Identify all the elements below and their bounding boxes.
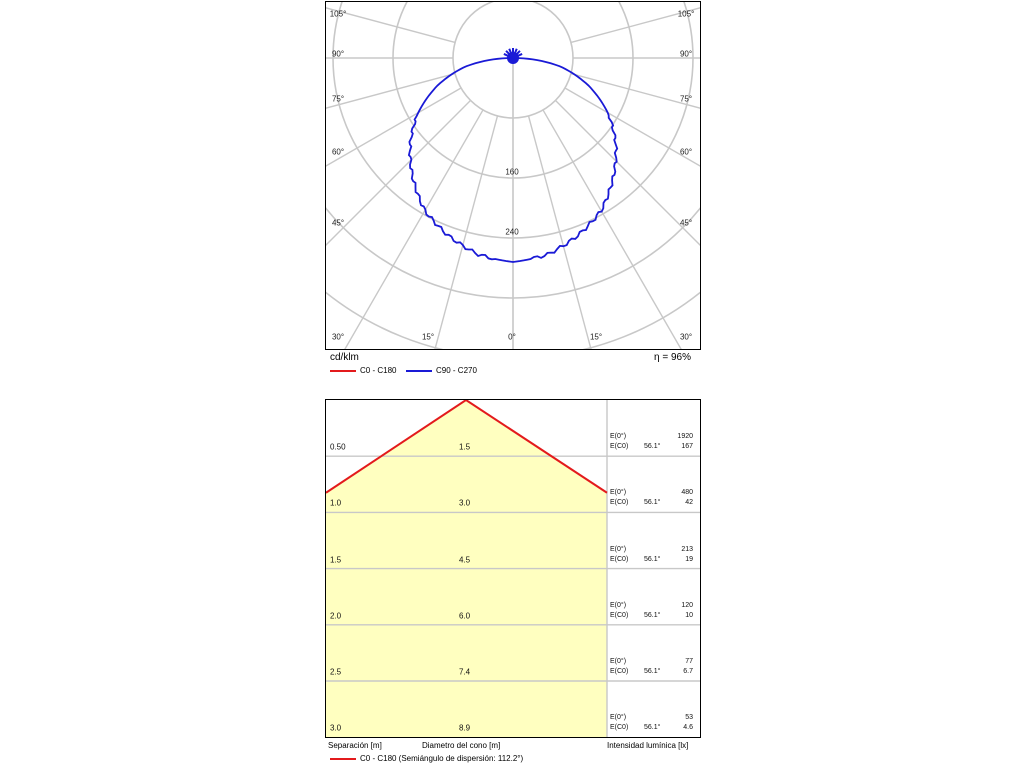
angle-label-left: 90° <box>331 49 345 59</box>
cone-edge-left <box>326 400 467 494</box>
ec0-value: 42 <box>685 499 693 507</box>
ec0-label: E(C0) <box>610 668 629 675</box>
ec0-label: E(C0) <box>610 443 629 451</box>
angle-label-right: 60° <box>679 147 693 157</box>
e0-label: E(0°) <box>610 714 627 722</box>
cone-svg <box>326 400 700 737</box>
cone-legend-label: C0 - C180 (Semiángulo de dispersión: 112… <box>360 754 524 763</box>
angle-label-right: 45° <box>679 218 693 228</box>
separation-value: 1.0 <box>330 498 342 508</box>
ec0-value: 4.6 <box>683 724 693 732</box>
separation-header: Separación [m] <box>328 741 382 750</box>
cone-legend: C0 - C180 (Semiángulo de dispersión: 112… <box>330 754 523 763</box>
legend-line-red <box>330 369 356 372</box>
ec0-value: 167 <box>681 443 693 451</box>
cone-legend-line <box>330 757 356 760</box>
diameter-header: Diametro del cono [m] <box>422 741 501 750</box>
polar-spoke <box>570 7 700 44</box>
angle-label-bottom: 0° <box>508 332 516 342</box>
ec0-label: E(C0) <box>610 555 629 563</box>
diameter-value: 1.5 <box>459 442 471 452</box>
ec0-value: 19 <box>685 555 693 563</box>
angle-label-right: 90° <box>679 49 693 59</box>
luminaire-ray <box>512 53 523 59</box>
diameter-value: 4.5 <box>459 555 471 565</box>
ec0-label: E(C0) <box>610 611 629 619</box>
ec0-angle: 56.1° <box>644 555 661 563</box>
polar-spoke <box>344 109 484 349</box>
polar-spoke <box>326 87 462 167</box>
e0-value: 480 <box>681 489 693 497</box>
polar-spoke <box>434 115 499 349</box>
polar-spoke <box>554 99 700 246</box>
ec0-angle: 56.1° <box>644 443 661 451</box>
diameter-value: 6.0 <box>459 611 471 621</box>
ec0-angle: 56.1° <box>644 499 661 507</box>
cone-edge-right <box>465 400 608 494</box>
cone-diagram <box>325 399 701 738</box>
angle-label-right: 75° <box>679 94 693 104</box>
separation-value: 2.0 <box>330 611 342 621</box>
ec0-label: E(C0) <box>610 724 629 732</box>
angle-label-left: 30° <box>331 332 345 342</box>
separation-value: 2.5 <box>330 667 342 677</box>
angle-label-left: 75° <box>331 94 345 104</box>
polar-spoke <box>527 115 592 349</box>
e0-value: 1920 <box>677 433 693 441</box>
angle-label-bottom: 15° <box>589 332 603 342</box>
polar-spoke <box>542 109 682 349</box>
e0-value: 120 <box>681 601 693 609</box>
e0-label: E(0°) <box>610 489 627 497</box>
ec0-angle: 56.1° <box>644 724 661 732</box>
polar-spoke <box>326 72 456 109</box>
e0-value: 213 <box>681 545 693 553</box>
diameter-value: 3.0 <box>459 498 471 508</box>
legend-c0-c180: C0 - C180 <box>330 366 396 375</box>
e0-value: 77 <box>685 658 693 665</box>
separation-value: 3.0 <box>330 723 342 733</box>
angle-label-right: 105° <box>677 9 695 19</box>
efficiency-label: η = 96% <box>654 352 691 363</box>
separation-value: 0.50 <box>330 442 346 452</box>
polar-spoke <box>326 99 472 246</box>
e0-label: E(0°) <box>610 658 627 665</box>
angle-label-right: 30° <box>679 332 693 342</box>
diameter-value: 7.4 <box>459 667 471 677</box>
angle-label-bottom: 15° <box>421 332 435 342</box>
legend-line-blue <box>406 369 432 372</box>
legend-label-c90: C90 - C270 <box>436 366 477 375</box>
series-c90-c270-curve <box>407 57 619 263</box>
angle-label-left: 60° <box>331 147 345 157</box>
e0-value: 53 <box>685 714 693 722</box>
polar-svg <box>326 2 700 349</box>
ring-label: 160 <box>505 167 519 177</box>
e0-label: E(0°) <box>610 545 627 553</box>
legend-c90-c270: C90 - C270 <box>406 366 477 375</box>
angle-label-left: 105° <box>329 9 347 19</box>
polar-spoke <box>564 87 700 167</box>
angle-label-left: 45° <box>331 218 345 228</box>
polar-diagram <box>325 1 701 350</box>
ec0-angle: 56.1° <box>644 668 661 675</box>
polar-spoke <box>326 7 456 44</box>
legend-label-c0: C0 - C180 <box>360 366 397 375</box>
polar-spoke <box>570 72 700 109</box>
ec0-value: 6.7 <box>683 668 693 675</box>
e0-label: E(0°) <box>610 433 627 441</box>
ec0-label: E(C0) <box>610 499 629 507</box>
ec0-angle: 56.1° <box>644 611 661 619</box>
ec0-value: 10 <box>685 611 693 619</box>
separation-value: 1.5 <box>330 555 342 565</box>
unit-label: cd/klm <box>330 352 359 363</box>
ring-label: 240 <box>505 227 519 237</box>
e0-label: E(0°) <box>610 601 627 609</box>
diameter-value: 8.9 <box>459 723 471 733</box>
intensity-header: Intensidad lumínica [lx] <box>607 741 689 750</box>
